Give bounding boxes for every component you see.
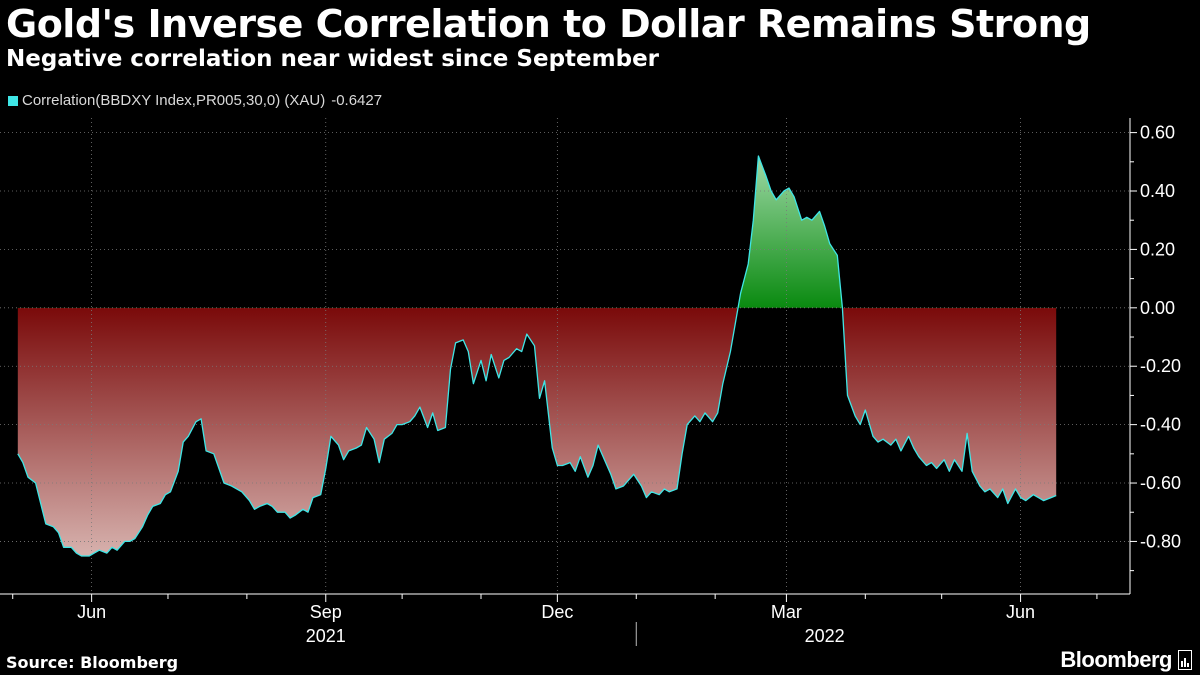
y-tick-label: 0.20 <box>1140 239 1175 259</box>
source-note: Source: Bloomberg <box>6 653 179 672</box>
chart-subtitle: Negative correlation near widest since S… <box>6 46 660 72</box>
terminal-icon <box>1178 650 1192 670</box>
y-tick-label: 0.40 <box>1140 181 1175 201</box>
y-tick-label: 0.00 <box>1140 298 1175 318</box>
x-tick-label: Dec <box>541 602 573 622</box>
brand-logo: Bloomberg <box>1060 647 1192 673</box>
brand-wordmark: Bloomberg <box>1060 647 1172 672</box>
legend-series-label: Correlation(BBDXY Index,PR005,30,0) (XAU… <box>22 92 326 109</box>
x-tick-label: Mar <box>771 602 802 622</box>
y-tick-label: -0.20 <box>1140 356 1181 376</box>
series-line <box>17 155 1057 557</box>
year-label: 2021 <box>306 626 346 646</box>
x-tick-label: Sep <box>310 602 342 622</box>
y-tick-label: -0.40 <box>1140 415 1181 435</box>
x-tick-label: Jun <box>1006 602 1035 622</box>
legend-last-value: -0.6427 <box>331 92 383 109</box>
year-label: 2022 <box>805 626 845 646</box>
legend-swatch <box>8 95 18 106</box>
chart-title: Gold's Inverse Correlation to Dollar Rem… <box>6 2 1091 46</box>
y-tick-label: -0.60 <box>1140 473 1181 493</box>
y-tick-label: 0.60 <box>1140 123 1175 143</box>
x-tick-label: Jun <box>77 602 106 622</box>
y-tick-label: -0.80 <box>1140 531 1181 551</box>
legend: Correlation(BBDXY Index,PR005,30,0) (XAU… <box>8 92 382 109</box>
negative-area-fill <box>17 307 1057 556</box>
positive-area-fill <box>738 156 843 308</box>
